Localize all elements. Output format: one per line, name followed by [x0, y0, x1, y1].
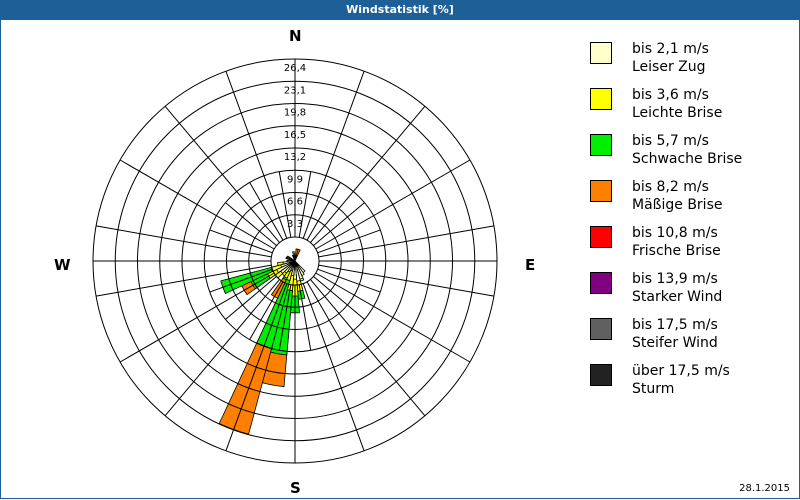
legend-speed: bis 13,9 m/s — [632, 271, 718, 287]
radial-tick-label: 3,3 — [287, 219, 303, 230]
grid-spoke — [249, 281, 284, 340]
legend-label: Leichte Brise — [632, 105, 723, 121]
grid-spoke — [225, 71, 288, 239]
grid-spoke — [278, 171, 292, 238]
legend-label: Sturm — [632, 381, 675, 397]
radial-tick-label: 23,1 — [284, 85, 306, 96]
legend-swatch — [590, 272, 612, 294]
grid-spoke — [225, 276, 277, 320]
petal-segment — [282, 260, 296, 265]
grid-spoke — [164, 105, 280, 243]
legend-swatch — [590, 134, 612, 156]
radial-tick-label: 13,2 — [284, 152, 306, 163]
compass-south: S — [290, 479, 301, 497]
grid-spoke — [315, 159, 471, 250]
window-title: Windstatistik [%] — [0, 0, 800, 20]
grid-spoke — [310, 105, 426, 243]
legend-label: Frische Brise — [632, 243, 721, 259]
legend-label: Steifer Wind — [632, 335, 718, 351]
legend-label: Schwache Brise — [632, 151, 743, 167]
legend-speed: bis 10,8 m/s — [632, 225, 718, 241]
legend-speed: bis 8,2 m/s — [632, 179, 709, 195]
grid-spoke — [302, 283, 365, 451]
grid-spoke — [278, 284, 292, 351]
legend-speed: über 17,5 m/s — [632, 363, 730, 379]
legend-label: Starker Wind — [632, 289, 723, 305]
legend-speed: bis 17,5 m/s — [632, 317, 718, 333]
grid-spoke — [318, 264, 495, 297]
grid-spoke — [317, 229, 381, 254]
grid-spoke — [313, 202, 365, 246]
grid-spoke — [119, 159, 275, 250]
grid-spoke — [306, 182, 341, 241]
legend-speed: bis 3,6 m/s — [632, 87, 709, 103]
grid-spoke — [306, 281, 341, 340]
petal-segment — [293, 255, 296, 262]
legend-label: Mäßige Brise — [632, 197, 723, 213]
grid-spoke — [298, 284, 312, 351]
legend-label: Leiser Zug — [632, 59, 706, 75]
grid-spoke — [95, 225, 272, 258]
grid-spoke — [317, 268, 381, 293]
grid-spoke — [315, 272, 471, 363]
radial-tick-label: 9,9 — [287, 174, 303, 185]
grid-spoke — [249, 182, 284, 241]
legend-swatch — [590, 42, 612, 64]
date-label: 28.1.2015 — [739, 483, 790, 494]
petal-segment — [286, 259, 296, 263]
radial-tick-label: 26,4 — [284, 63, 306, 74]
compass-north: N — [289, 27, 302, 45]
compass-east: E — [525, 256, 536, 274]
legend-swatch — [590, 226, 612, 248]
grid-spoke — [302, 71, 365, 239]
grid-spoke — [209, 229, 273, 254]
petal-segment — [294, 248, 301, 262]
grid-spoke — [119, 272, 275, 363]
grid-spoke — [164, 279, 280, 417]
grid-spoke — [209, 268, 273, 293]
grid-spoke — [95, 264, 272, 297]
grid-spoke — [313, 276, 365, 320]
legend-swatch — [590, 364, 612, 386]
legend-swatch — [590, 88, 612, 110]
grid-spoke — [310, 279, 426, 417]
legend-speed: bis 5,7 m/s — [632, 133, 709, 149]
grid-spoke — [318, 225, 495, 258]
radial-tick-label: 16,5 — [284, 130, 306, 141]
radial-tick-label: 6,6 — [287, 197, 303, 208]
grid-spoke — [225, 202, 277, 246]
legend-swatch — [590, 318, 612, 340]
grid-spoke — [225, 283, 288, 451]
grid-spoke — [298, 171, 312, 238]
legend-swatch — [590, 180, 612, 202]
radial-tick-label: 19,8 — [284, 108, 306, 119]
petal-segment — [288, 256, 296, 262]
compass-west: W — [54, 256, 71, 274]
legend-speed: bis 2,1 m/s — [632, 41, 709, 57]
